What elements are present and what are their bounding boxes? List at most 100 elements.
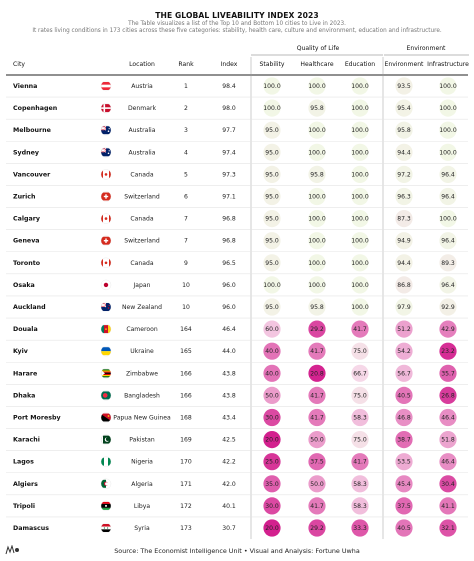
index-value: 98.0 xyxy=(222,105,236,112)
location-name: New Zealand xyxy=(122,304,162,311)
stability-value: 95.0 xyxy=(265,304,279,311)
infrastructure-marker xyxy=(439,342,457,360)
location-name: Australia xyxy=(129,149,156,156)
rank-value: 169 xyxy=(180,437,192,444)
healthcare-marker xyxy=(308,298,326,316)
city-name: Damascus xyxy=(13,525,49,532)
healthcare-value: 100.0 xyxy=(308,238,326,245)
switzerland-flag-icon xyxy=(101,192,111,201)
location-name: Canada xyxy=(130,260,153,267)
index-value: 42.5 xyxy=(222,437,236,444)
table-row: Melbourne Australia 3 97.7 95.0 100.0 100.0 95.… xyxy=(13,121,457,139)
canada-flag-icon xyxy=(101,258,111,267)
rank-value: 168 xyxy=(180,415,192,422)
location-name: Nigeria xyxy=(131,459,153,466)
infrastructure-marker xyxy=(439,232,457,250)
index-value: 30.7 xyxy=(222,525,236,532)
stability-value: 95.0 xyxy=(265,260,279,267)
table-row: Geneva Switzerland 7 96.8 95.0 100.0 100.0 94.9… xyxy=(13,232,457,250)
education-marker xyxy=(351,497,369,515)
environment-marker xyxy=(395,165,413,183)
infrastructure-marker xyxy=(439,210,457,228)
location-name: Algeria xyxy=(131,481,153,488)
author-logo-icon xyxy=(5,545,19,555)
stability-value: 35.0 xyxy=(265,481,279,488)
stability-value: 95.0 xyxy=(265,216,279,223)
healthcare-value: 100.0 xyxy=(308,83,326,90)
location-name: Switzerland xyxy=(124,194,160,201)
group-quality-of-life: Quality of Life xyxy=(297,45,340,52)
rank-value: 10 xyxy=(182,282,190,289)
city-name: Algiers xyxy=(13,481,38,488)
location-name: Austria xyxy=(131,83,153,90)
index-value: 44.0 xyxy=(222,348,236,355)
index-value: 40.1 xyxy=(222,503,236,510)
environment-marker xyxy=(395,99,413,117)
healthcare-marker xyxy=(308,364,326,382)
infrastructure-value: 96.4 xyxy=(441,171,455,178)
environment-marker xyxy=(395,276,413,294)
healthcare-marker xyxy=(308,519,326,537)
education-marker xyxy=(351,298,369,316)
environment-marker xyxy=(395,364,413,382)
healthcare-marker xyxy=(308,386,326,404)
column-header-location: Location xyxy=(129,61,155,68)
column-header-healthcare: Healthcare xyxy=(300,61,333,68)
stability-marker xyxy=(263,276,281,294)
pakistan-flag-icon xyxy=(101,435,111,444)
table-row: Calgary Canada 7 96.8 95.0 100.0 100.0 87.3 100.… xyxy=(13,210,457,228)
stability-marker xyxy=(263,232,281,250)
stability-value: 95.0 xyxy=(265,171,279,178)
infrastructure-marker xyxy=(439,298,457,316)
australia-flag-icon xyxy=(101,125,111,135)
education-value: 66.7 xyxy=(353,370,367,377)
index-value: 43.8 xyxy=(222,370,236,377)
stability-value: 20.0 xyxy=(265,525,279,532)
table-row: Copenhagen Denmark 2 98.0 100.0 95.8 100.0 95.4… xyxy=(13,99,457,117)
education-marker xyxy=(351,453,369,471)
environment-marker xyxy=(395,431,413,449)
stability-value: 30.0 xyxy=(265,415,279,422)
infrastructure-marker xyxy=(439,475,457,493)
index-value: 43.8 xyxy=(222,392,236,399)
education-value: 58.3 xyxy=(353,415,367,422)
education-marker xyxy=(351,408,369,427)
environment-marker xyxy=(395,342,413,360)
healthcare-marker xyxy=(308,320,326,338)
stability-marker xyxy=(263,453,281,471)
stability-marker xyxy=(263,475,281,493)
rank-value: 6 xyxy=(184,194,188,201)
education-marker xyxy=(351,431,369,449)
bangladesh-flag-icon xyxy=(101,391,111,400)
city-name: Sydney xyxy=(13,149,39,156)
healthcare-value: 41.7 xyxy=(310,348,324,355)
infrastructure-marker xyxy=(439,165,457,183)
environment-marker xyxy=(395,143,413,161)
healthcare-value: 20.8 xyxy=(310,370,324,377)
denmark-flag-icon xyxy=(101,104,111,113)
stability-marker xyxy=(263,320,281,338)
infrastructure-marker xyxy=(439,77,457,95)
education-value: 100.0 xyxy=(351,105,369,112)
table-row: Damascus Syria 173 30.7 20.0 29.2 33.3 40.5 32.1 xyxy=(13,519,457,537)
location-name: Zimbabwe xyxy=(126,370,158,377)
rank-value: 1 xyxy=(184,83,188,90)
rank-value: 7 xyxy=(184,238,188,245)
index-value: 42.0 xyxy=(222,481,236,488)
source-note: Source: The Economist Intelligence Unit … xyxy=(114,547,360,555)
healthcare-marker xyxy=(308,497,326,515)
austria-flag-icon xyxy=(101,82,111,90)
table-headers: Quality of Life Environment City Location Ra… xyxy=(13,45,469,68)
city-name: Auckland xyxy=(13,304,46,311)
environment-value: 40.5 xyxy=(397,392,411,399)
rank-value: 166 xyxy=(180,392,192,399)
column-header-infrastructure: Infrastructure xyxy=(427,61,469,68)
stability-value: 40.0 xyxy=(265,370,279,377)
environment-marker xyxy=(395,519,413,537)
infrastructure-value: 32.1 xyxy=(441,525,455,532)
algeria-flag-icon xyxy=(101,479,111,488)
stability-marker xyxy=(263,298,281,316)
healthcare-value: 100.0 xyxy=(308,282,326,289)
cameroon-flag-icon xyxy=(101,325,111,334)
healthcare-marker xyxy=(308,475,326,493)
